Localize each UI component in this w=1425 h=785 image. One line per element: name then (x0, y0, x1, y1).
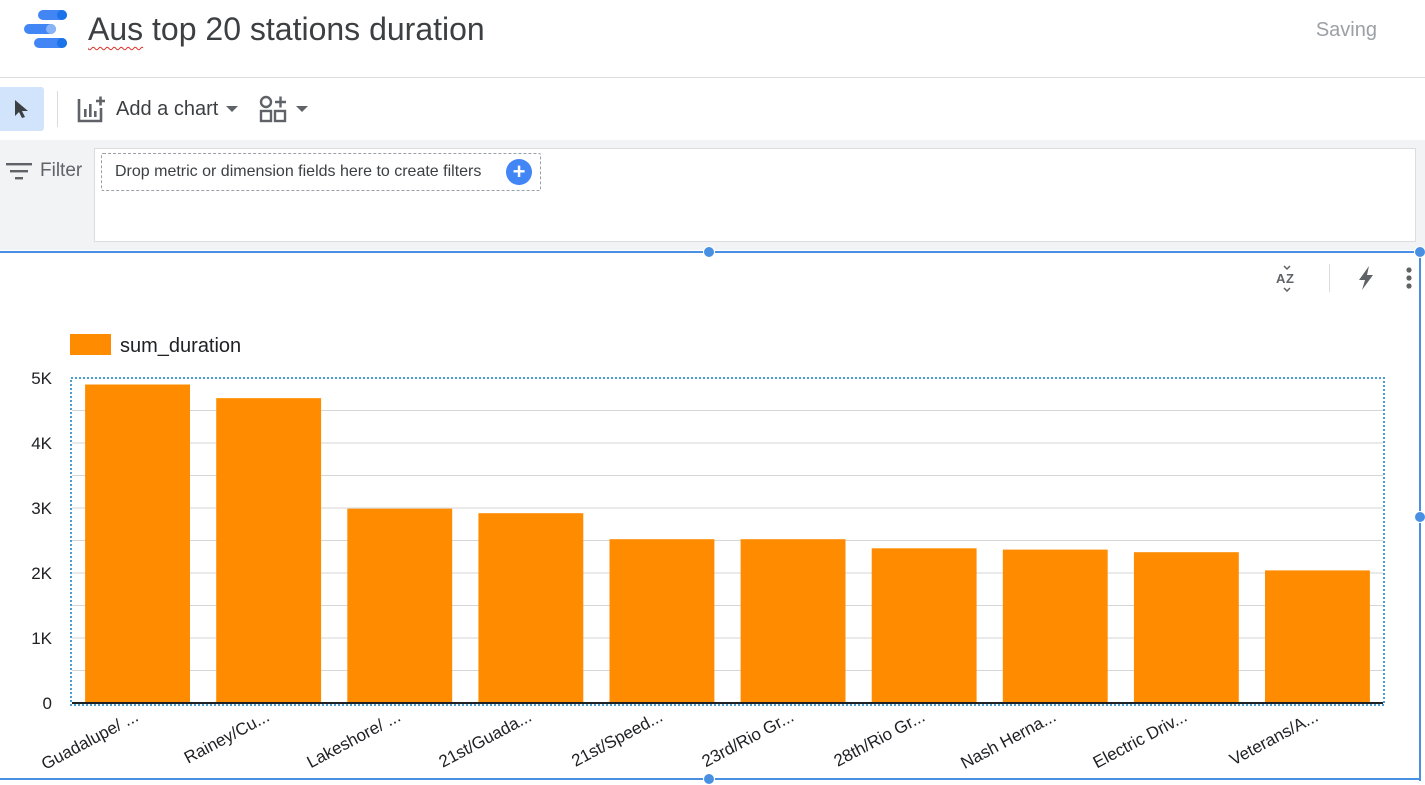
x-tick-label: 23rd/Rio Gr... (699, 707, 797, 771)
y-tick-label: 3K (31, 499, 52, 518)
bar[interactable] (1002, 549, 1108, 703)
select-tool-button[interactable] (0, 87, 44, 131)
svg-text:A: A (1276, 271, 1286, 286)
add-control-icon (259, 95, 287, 123)
filter-button[interactable]: Filter (6, 160, 82, 182)
filter-drop-zone[interactable]: Drop metric or dimension fields here to … (101, 153, 541, 191)
add-chart-button[interactable]: Add a chart (76, 93, 239, 125)
filter-drop-area[interactable]: Drop metric or dimension fields here to … (94, 148, 1416, 242)
plot-area-selection (70, 377, 1385, 706)
bar-chart[interactable]: sum_duration 0 1K 2K 3K 4K 5K Guadalupe/ ... Rai… (0, 250, 1410, 781)
more-vert-icon[interactable] (1401, 265, 1417, 291)
resize-handle-right[interactable] (1414, 511, 1425, 523)
legend-swatch (70, 334, 111, 355)
save-status: Saving (1315, 19, 1377, 41)
toolbar-divider (57, 91, 58, 127)
chevron-down-icon (296, 106, 308, 112)
filter-bar: Filter Drop metric or dimension fields h… (0, 140, 1425, 250)
report-title[interactable]: Aus top 20 stations duration (88, 11, 485, 48)
data-studio-logo-icon[interactable] (24, 10, 70, 50)
x-tick-label: Veterans/A... (1226, 707, 1321, 769)
filter-icon (6, 163, 32, 180)
x-tick-label: Rainey/Cu... (181, 707, 273, 768)
add-chart-label: Add a chart (116, 97, 219, 120)
y-tick-label: 2K (31, 564, 52, 583)
toolbar: Add a chart (0, 78, 1425, 141)
filter-drop-hint: Drop metric or dimension fields here to … (115, 163, 482, 180)
y-tick-label: 0 (43, 694, 52, 713)
add-control-button[interactable] (258, 93, 308, 125)
legend-label: sum_duration (120, 335, 241, 357)
x-tick-label: 28th/Rio Gr... (831, 707, 928, 771)
x-tick-label: Guadalupe/ ... (38, 707, 141, 774)
report-header: Aus top 20 stations duration Saving (0, 0, 1425, 78)
chevron-down-icon (226, 106, 239, 112)
bar[interactable] (609, 539, 715, 703)
bar[interactable] (216, 398, 322, 703)
bar[interactable] (740, 539, 846, 703)
report-title-part2[interactable]: top 20 stations duration (143, 11, 485, 47)
explore-lightning-icon[interactable] (1354, 265, 1378, 291)
add-chart-icon (77, 96, 105, 123)
x-tick-label: Electric Driv... (1090, 707, 1190, 772)
pointer-icon (15, 100, 28, 118)
y-tick-label: 1K (31, 629, 52, 648)
bar[interactable] (478, 513, 584, 703)
add-filter-button[interactable]: + (506, 159, 532, 185)
y-tick-label: 4K (31, 434, 52, 453)
chart-toolbar: A Z (1225, 260, 1425, 296)
y-tick-label: 5K (31, 369, 52, 388)
x-tick-label: 21st/Guada... (436, 707, 535, 772)
bar[interactable] (1265, 570, 1370, 703)
bar[interactable] (871, 548, 977, 703)
report-canvas[interactable]: A Z sum_duration 0 1K 2K 3K 4K 5K Guadalupe/ ..… (0, 246, 1425, 785)
x-tick-label: Nash Herna... (958, 707, 1060, 773)
svg-text:Z: Z (1286, 271, 1294, 286)
x-tick-label: 21st/Speed... (568, 707, 665, 771)
filter-label: Filter (40, 160, 83, 181)
sort-az-icon[interactable]: A Z (1275, 264, 1299, 292)
resize-handle-top[interactable] (703, 246, 715, 258)
resize-handle-top-right[interactable] (1414, 246, 1425, 258)
bar[interactable] (85, 384, 190, 704)
chart-toolbar-divider (1329, 264, 1330, 292)
report-title-part1[interactable]: Aus (88, 11, 144, 47)
bar[interactable] (1133, 552, 1239, 703)
bar[interactable] (347, 508, 453, 703)
x-tick-label: Lakeshore/ ... (304, 707, 404, 772)
